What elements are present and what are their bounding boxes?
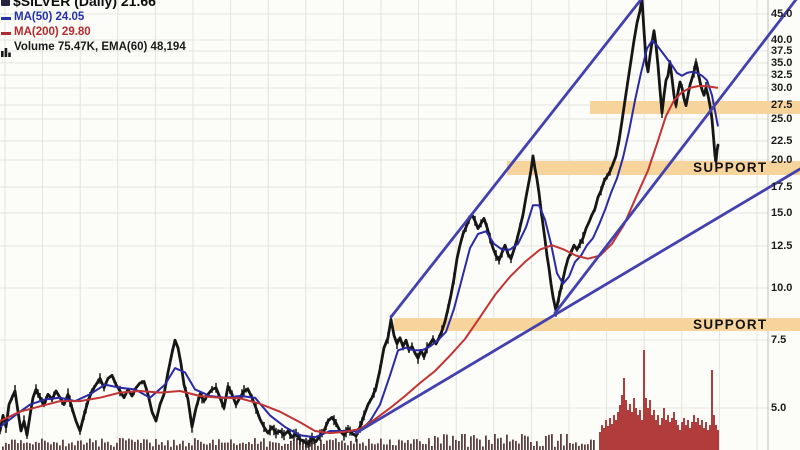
support-band [590,101,800,114]
ma50-line-swatch [1,17,11,20]
chart-icon [1,0,10,6]
y-axis-label: 12.5 [771,240,793,252]
y-axis-label: 15.0 [771,207,793,219]
y-axis-label: 32.5 [771,69,793,81]
y-axis-label: 25.0 [771,113,793,125]
ascending-channel-lower [553,0,798,315]
chart-title: $SILVER (Daily) 21.66 [13,0,156,9]
volume-legend-label: Volume 75.47K, EMA(60) 48,194 [14,41,186,53]
volume-icon [1,44,11,62]
support-bands [394,101,800,331]
y-axis-label: 7.5 [771,334,787,346]
support-annotation-upper: SUPPORT [692,159,767,175]
y-axis-label: 22.5 [771,135,793,147]
ma200-path [0,85,719,435]
ma50-path [0,39,719,439]
ma200-line-swatch [1,32,11,35]
long-term-support-line [354,167,800,435]
ma200-legend-label: MA(200) 29.80 [14,26,91,38]
y-axis-label: 17.5 [771,181,793,193]
volume-bars-right [599,350,719,450]
y-axis-label: 30.0 [771,82,793,94]
y-axis-label: 5.0 [771,402,787,414]
y-axis-label: 37.5 [771,45,793,57]
y-axis-label: 27.5 [771,99,793,111]
y-axis-label: 40.0 [771,34,793,46]
support-band [507,161,800,175]
y-axis-label: 10.0 [771,282,793,294]
y-axis-label: 20.0 [771,154,793,166]
y-axis-label: 50.0 [771,0,800,2]
ma50-legend-label: MA(50) 24.05 [14,11,85,23]
support-annotation-lower: SUPPORT [692,316,767,332]
trendlines [354,0,800,435]
y-axis-label: 35.0 [771,57,793,69]
support-band [394,318,800,331]
ascending-channel-upper [389,0,643,319]
y-axis-label: 45.0 [771,8,793,20]
price-series-path [0,0,720,446]
